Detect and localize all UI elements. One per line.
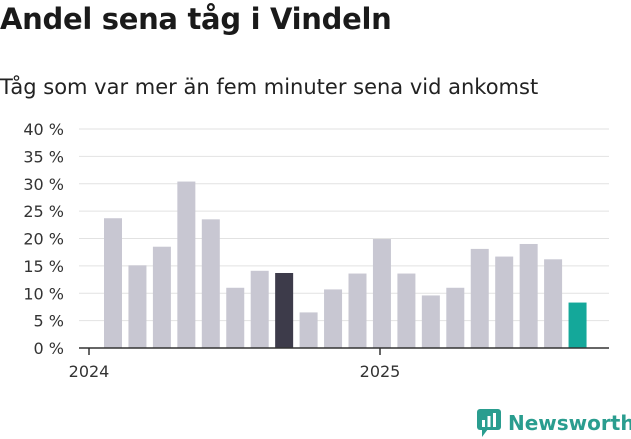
bar (397, 273, 416, 348)
y-tick-label: 30 % (23, 175, 64, 194)
bar (226, 287, 245, 348)
chart-subtitle: Tåg som var mer än fem minuter sena vid … (0, 75, 539, 99)
y-tick-label: 15 % (23, 257, 64, 276)
bar (152, 246, 171, 348)
x-tick-label: 2024 (69, 362, 110, 381)
bar (568, 302, 587, 348)
brand-logo: Newsworthy (476, 407, 631, 439)
bar (128, 265, 147, 348)
bar (348, 273, 367, 348)
y-tick-label: 10 % (23, 284, 64, 303)
bar (421, 295, 440, 348)
bar (495, 256, 514, 348)
bar (519, 243, 538, 348)
bar (446, 287, 465, 348)
bar (177, 181, 196, 348)
y-tick-label: 25 % (23, 202, 64, 221)
bar (275, 272, 294, 348)
x-axis-ticks: 2024 2025 (69, 348, 401, 381)
y-axis-ticks: 0 % 5 % 10 % 15 % 20 % 25 % 30 % 35 % 40 % (23, 120, 64, 358)
bar (201, 219, 220, 348)
bar (299, 312, 318, 348)
y-tick-label: 40 % (23, 120, 64, 139)
bar (372, 239, 391, 348)
bar (250, 270, 269, 348)
brand-name: Newsworthy (508, 411, 631, 435)
gridlines (79, 128, 609, 322)
y-tick-label: 0 % (34, 339, 64, 358)
y-tick-label: 5 % (34, 312, 64, 331)
bars (104, 181, 587, 348)
newsworthy-logo-icon (477, 409, 501, 437)
x-tick-label: 2025 (360, 362, 401, 381)
bar (104, 218, 122, 348)
bar (544, 259, 563, 348)
bar (470, 248, 489, 348)
y-tick-label: 20 % (23, 230, 64, 249)
bar (324, 289, 343, 348)
y-tick-label: 35 % (23, 147, 64, 166)
chart-title: Andel sena tåg i Vindeln (0, 2, 392, 36)
